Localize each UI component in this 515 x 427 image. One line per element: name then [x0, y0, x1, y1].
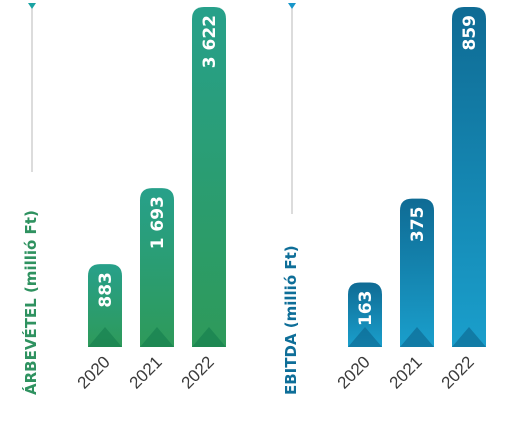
ebitda-year-ticks: 2020 2021 2022 [334, 352, 478, 392]
revenue-bar-body [192, 7, 226, 347]
ebitda-bar-base-facet [348, 327, 382, 347]
revenue-bar-body [88, 264, 122, 347]
ebitda-tick-2021: 2021 [386, 352, 426, 392]
revenue-bar-2021: 1 693 [140, 188, 174, 347]
revenue-chart: ÁRBEVÉTEL (millió Ft) 883 1 693 3 622 2020… [21, 3, 226, 395]
revenue-bar-base-facet [192, 327, 226, 347]
revenue-bars: 883 1 693 3 622 [88, 7, 226, 347]
revenue-value-label: 883 [96, 272, 116, 308]
revenue-axis-marker [28, 3, 36, 9]
revenue-bar-base-facet [140, 327, 174, 347]
ebitda-bar-2022: 859 [452, 7, 486, 347]
revenue-bar-2022: 3 622 [192, 7, 226, 347]
ebitda-bar-body [400, 198, 434, 347]
ebitda-bar-2020: 163 [348, 282, 382, 347]
revenue-bar-base-facet [88, 327, 122, 347]
ebitda-value-label: 375 [408, 207, 428, 243]
ebitda-tick-2022: 2022 [438, 352, 478, 392]
ebitda-bar-body [348, 282, 382, 347]
revenue-value-label: 3 622 [200, 15, 220, 68]
ebitda-tick-2020: 2020 [334, 352, 374, 392]
revenue-year-ticks: 2020 2021 2022 [74, 352, 218, 392]
revenue-axis-title: ÁRBEVÉTEL (millió Ft) [21, 210, 40, 395]
revenue-tick-2022: 2022 [178, 352, 218, 392]
revenue-value-label: 1 693 [148, 196, 168, 249]
revenue-bar-2020: 883 [88, 264, 122, 347]
ebitda-value-label: 163 [356, 290, 376, 326]
revenue-tick-2020: 2020 [74, 352, 114, 392]
ebitda-value-label: 859 [460, 15, 480, 51]
revenue-bar-body [140, 188, 174, 347]
ebitda-bar-2021: 375 [400, 198, 434, 347]
ebitda-bars: 163 375 859 [348, 7, 486, 347]
ebitda-axis-title: EBITDA (millió Ft) [282, 245, 300, 395]
ebitda-bar-body [452, 7, 486, 347]
revenue-tick-2021: 2021 [126, 352, 166, 392]
ebitda-bar-base-facet [452, 327, 486, 347]
ebitda-bar-base-facet [400, 327, 434, 347]
ebitda-axis-marker [288, 3, 296, 9]
